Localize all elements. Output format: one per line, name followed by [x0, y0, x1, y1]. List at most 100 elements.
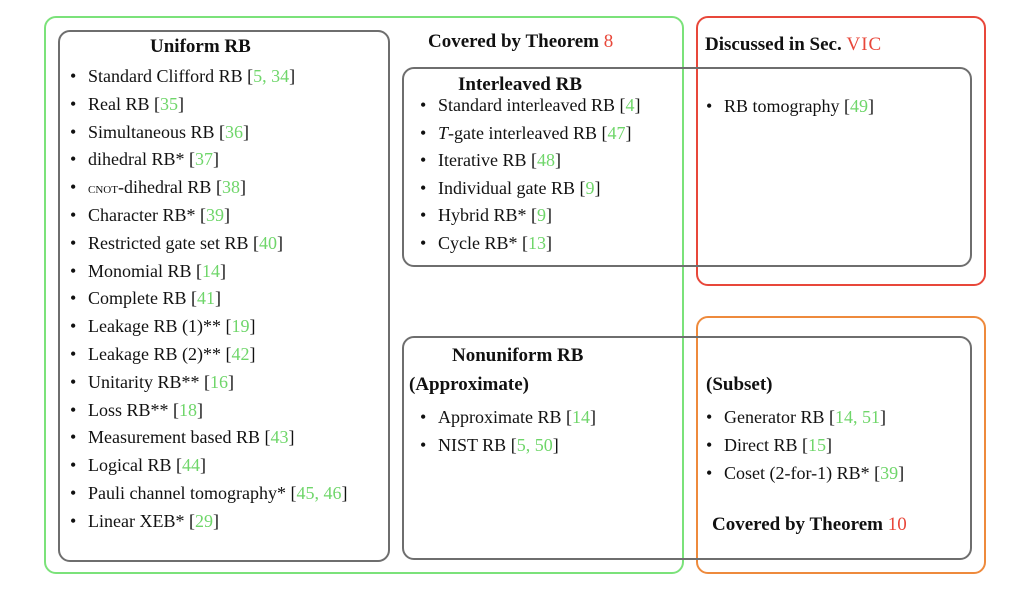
open-bracket: [	[522, 232, 528, 253]
citation: 49	[850, 96, 868, 116]
list-item: Direct RB [15]	[704, 431, 904, 459]
citation: 45, 46	[296, 482, 342, 503]
citation: 44	[182, 455, 200, 476]
item-name: Pauli channel tomography*	[88, 482, 291, 503]
item-name: Character RB*	[88, 204, 200, 225]
open-bracket: [	[601, 122, 608, 143]
close-bracket: ]	[546, 232, 552, 253]
list-item: Logical RB [44]	[68, 452, 347, 480]
nonuniform-rb-box	[402, 336, 972, 560]
item-name: Generator RB	[724, 407, 829, 427]
citation: 47	[607, 122, 626, 143]
open-bracket: [	[252, 232, 259, 253]
list-item: Measurement based RB [43]	[68, 424, 347, 452]
close-bracket: ]	[898, 463, 905, 483]
list-item: Complete RB [41]	[68, 285, 347, 313]
close-bracket: ]	[879, 407, 886, 427]
theorem-10-label-text: Covered by Theorem	[712, 514, 888, 535]
open-bracket: [	[531, 205, 538, 226]
citation: 16	[210, 371, 228, 392]
open-bracket: [	[154, 93, 160, 114]
list-item: Generator RB [14, 51]	[704, 403, 904, 431]
close-bracket: ]	[215, 288, 221, 309]
list-item: T-gate interleaved RB [47]	[418, 120, 640, 148]
citation: 9	[585, 177, 595, 198]
citation: 29	[194, 510, 213, 531]
item-name: RB tomography	[724, 96, 844, 116]
close-bracket: ]	[634, 95, 641, 115]
citation: 14	[572, 407, 590, 427]
citation: 41	[197, 288, 215, 309]
theorem-10-number: 10	[887, 514, 907, 535]
item-name: -gate interleaved RB	[448, 122, 602, 143]
list-item: Real RB [35]	[68, 91, 347, 119]
close-bracket: ]	[197, 399, 204, 420]
list-item: Approximate RB [14]	[418, 403, 596, 431]
open-bracket: [	[176, 455, 182, 476]
close-bracket: ]	[249, 343, 256, 364]
citation: 35	[160, 93, 178, 114]
subset-rb-list: Generator RB [14, 51]Direct RB [15]Coset…	[704, 403, 904, 487]
item-name: Cycle RB*	[438, 232, 522, 253]
close-bracket: ]	[178, 93, 184, 114]
list-item: Standard Clifford RB [5, 34]	[68, 63, 347, 91]
close-bracket: ]	[276, 232, 283, 253]
subset-label: (Subset)	[706, 374, 773, 395]
citation: 48	[536, 150, 555, 171]
close-bracket: ]	[868, 96, 874, 116]
covered-by-theorem-10-region	[696, 316, 986, 574]
list-item: Monomial RB [14]	[68, 258, 347, 286]
close-bracket: ]	[590, 407, 596, 427]
citation: 19	[231, 316, 250, 337]
open-bracket: [	[204, 371, 210, 392]
discussed-in-section-region	[696, 16, 986, 286]
list-item: Character RB* [39]	[68, 202, 347, 230]
close-bracket: ]	[594, 177, 601, 198]
item-name: Restricted gate set RB	[88, 232, 253, 253]
item-name: Hybrid RB*	[438, 205, 532, 226]
item-name: Loss RB**	[88, 399, 174, 420]
list-item: RB tomography [49]	[704, 92, 874, 120]
open-bracket: [	[189, 149, 195, 170]
close-bracket: ]	[289, 66, 296, 86]
open-bracket: [	[874, 463, 881, 483]
citation: 13	[528, 232, 546, 253]
close-bracket: ]	[546, 205, 553, 226]
list-item: Loss RB** [18]	[68, 397, 347, 425]
item-name: Logical RB	[88, 455, 176, 476]
close-bracket: ]	[249, 316, 256, 337]
item-name: Unitarity RB**	[88, 371, 204, 392]
item-name: NIST RB	[438, 435, 511, 455]
approximate-label: (Approximate)	[409, 374, 529, 395]
list-item: Coset (2-for-1) RB* [39]	[704, 459, 904, 487]
open-bracket: [	[173, 399, 180, 420]
citation: 5, 34	[253, 66, 290, 86]
open-bracket: [	[215, 177, 222, 198]
list-item: Iterative RB [48]	[418, 147, 640, 175]
open-bracket: [	[579, 177, 586, 198]
citation: 14	[202, 260, 221, 281]
list-item: Pauli channel tomography* [45, 46]	[68, 480, 347, 508]
open-bracket: [	[828, 407, 835, 427]
list-item: Leakage RB (1)** [19]	[68, 313, 347, 341]
uniform-rb-list: Standard Clifford RB [5, 34]Real RB [35]…	[68, 63, 347, 536]
close-bracket: ]	[243, 121, 250, 142]
list-item: NIST RB [5, 50]	[418, 431, 596, 459]
open-bracket: [	[191, 288, 197, 309]
item-name: Iterative RB	[438, 150, 531, 171]
item-prefix: cnot	[88, 181, 118, 198]
rb-tomography-list: RB tomography [49]	[704, 92, 874, 120]
section-number: VIC	[846, 34, 883, 55]
open-bracket: [	[225, 343, 232, 364]
list-item: Linear XEB* [29]	[68, 508, 347, 536]
covered-by-theorem-8-region	[44, 16, 684, 574]
close-bracket: ]	[554, 150, 561, 171]
item-name: Standard Clifford RB	[88, 66, 248, 86]
citation: 42	[231, 343, 250, 364]
item-name: Coset (2-for-1) RB*	[724, 463, 875, 483]
citation: 37	[195, 149, 213, 170]
list-item: Leakage RB (2)** [42]	[68, 341, 347, 369]
citation: 38	[221, 177, 240, 198]
list-item: cnot-dihedral RB [38]	[68, 174, 347, 202]
theorem-10-label: Covered by Theorem 10	[712, 514, 907, 536]
